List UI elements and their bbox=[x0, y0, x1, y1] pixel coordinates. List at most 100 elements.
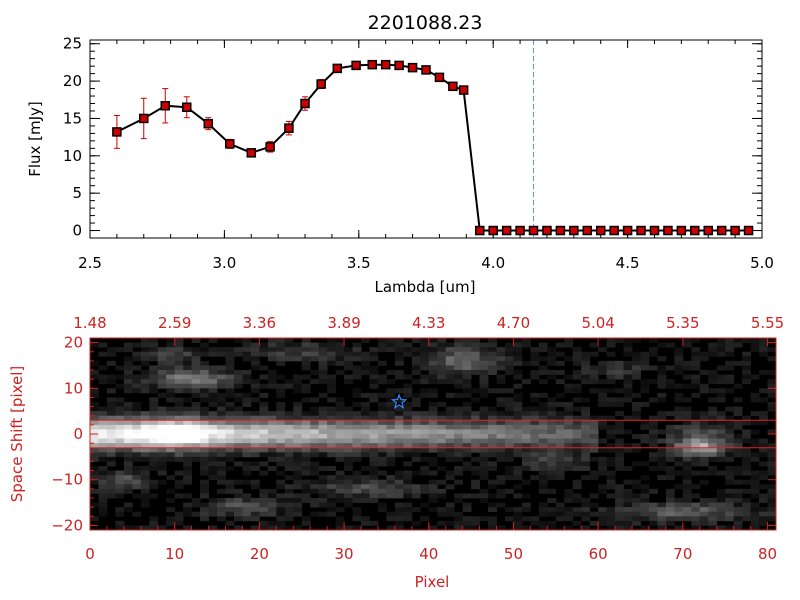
heatmap-cell bbox=[420, 351, 430, 357]
heatmap-cell bbox=[725, 466, 735, 471]
heatmap-cell bbox=[454, 356, 464, 362]
heatmap-cell bbox=[352, 498, 362, 503]
heatmap-cell bbox=[555, 470, 565, 476]
heatmap-cell bbox=[742, 479, 751, 485]
heatmap-cell bbox=[276, 411, 286, 417]
heatmap-cell bbox=[555, 420, 565, 426]
heatmap-cell bbox=[90, 452, 99, 458]
heatmap-cell bbox=[632, 411, 641, 417]
heatmap-cell bbox=[471, 370, 480, 375]
heatmap-cell bbox=[217, 466, 226, 471]
heatmap-cell bbox=[293, 502, 303, 508]
heatmap-cell bbox=[767, 370, 777, 375]
heatmap-cell bbox=[386, 347, 396, 353]
heatmap-cell bbox=[411, 488, 421, 494]
heatmap-cell bbox=[293, 470, 303, 476]
heatmap-cell bbox=[708, 420, 718, 426]
heatmap-cell bbox=[327, 424, 337, 430]
heatmap-cell bbox=[115, 493, 125, 499]
heatmap-cell bbox=[555, 379, 565, 385]
heatmap-cell bbox=[174, 342, 184, 348]
heatmap-cell bbox=[183, 397, 193, 403]
heatmap-cell bbox=[640, 516, 650, 522]
heatmap-cell bbox=[284, 434, 294, 439]
heatmap-cell bbox=[157, 356, 167, 362]
heatmap-cell bbox=[471, 438, 480, 444]
heatmap-cell bbox=[564, 338, 574, 343]
heatmap-x-tick-label: 0 bbox=[85, 545, 95, 563]
heatmap-cell bbox=[335, 452, 345, 458]
heatmap-cell bbox=[767, 470, 777, 476]
heatmap-cell bbox=[386, 434, 396, 439]
heatmap-cell bbox=[369, 461, 379, 467]
heatmap-cell bbox=[327, 356, 337, 362]
heatmap-x-tick-label: 60 bbox=[589, 545, 608, 563]
heatmap-cell bbox=[352, 511, 362, 517]
heatmap-cell bbox=[242, 370, 252, 375]
heatmap-cell bbox=[581, 365, 591, 371]
heatmap-cell bbox=[208, 511, 218, 517]
heatmap-cell bbox=[259, 392, 269, 398]
heatmap-cell bbox=[377, 406, 387, 412]
heatmap-cell bbox=[191, 356, 201, 362]
heatmap-cell bbox=[284, 507, 294, 513]
heatmap-cell bbox=[623, 498, 633, 503]
heatmap-cell bbox=[225, 424, 235, 430]
heatmap-cell bbox=[564, 488, 574, 494]
heatmap-cell bbox=[310, 452, 320, 458]
heatmap-cell bbox=[581, 360, 591, 366]
heatmap-cell bbox=[665, 379, 675, 385]
heatmap-cell bbox=[564, 525, 574, 531]
heatmap-cell bbox=[632, 392, 641, 398]
heatmap-cell bbox=[454, 370, 464, 375]
heatmap-cell bbox=[242, 402, 252, 407]
heatmap-cell bbox=[716, 420, 726, 426]
heatmap-cell bbox=[555, 360, 565, 366]
heatmap-cell bbox=[623, 397, 633, 403]
heatmap-cell bbox=[208, 498, 218, 503]
data-point bbox=[555, 225, 566, 236]
heatmap-cell bbox=[462, 411, 472, 417]
heatmap-cell bbox=[352, 342, 362, 348]
heatmap-cell bbox=[716, 429, 726, 435]
heatmap-cell bbox=[437, 351, 447, 357]
heatmap-cell bbox=[284, 411, 294, 417]
heatmap-cell bbox=[369, 347, 379, 353]
heatmap-cell bbox=[682, 484, 692, 490]
heatmap-cell bbox=[377, 402, 387, 407]
heatmap-cell bbox=[445, 411, 455, 417]
heatmap-cell bbox=[284, 379, 294, 385]
heatmap-cell bbox=[132, 415, 142, 421]
heatmap-cell bbox=[437, 411, 447, 417]
heatmap-cell bbox=[674, 470, 684, 476]
heatmap-cell bbox=[572, 452, 582, 458]
heatmap-cell bbox=[123, 370, 133, 375]
heatmap-cell bbox=[394, 479, 404, 485]
heatmap-cell bbox=[708, 520, 718, 526]
heatmap-cell bbox=[674, 397, 684, 403]
heatmap-cell bbox=[318, 365, 328, 371]
heatmap-cell bbox=[106, 347, 116, 353]
heatmap-cell bbox=[674, 502, 684, 508]
heatmap-cell bbox=[682, 452, 692, 458]
heatmap-cell bbox=[648, 397, 658, 403]
heatmap-cell bbox=[217, 456, 226, 462]
heatmap-cell bbox=[174, 424, 184, 430]
heatmap-cell bbox=[496, 388, 506, 394]
heatmap-cell bbox=[657, 461, 667, 467]
heatmap-cell bbox=[665, 447, 675, 453]
heatmap-cell bbox=[217, 470, 226, 476]
heatmap-cell bbox=[166, 397, 176, 403]
heatmap-cell bbox=[674, 415, 684, 421]
heatmap-cell bbox=[208, 351, 218, 357]
heatmap-cell bbox=[361, 475, 370, 481]
heatmap-cell bbox=[259, 452, 269, 458]
heatmap-cell bbox=[479, 415, 489, 421]
heatmap-cell bbox=[361, 420, 370, 426]
heatmap-cell bbox=[759, 516, 768, 522]
heatmap-cell bbox=[352, 447, 362, 453]
heatmap-cell bbox=[479, 365, 489, 371]
heatmap-cell bbox=[632, 516, 641, 522]
heatmap-cell bbox=[123, 374, 133, 380]
heatmap-cell bbox=[98, 493, 108, 499]
